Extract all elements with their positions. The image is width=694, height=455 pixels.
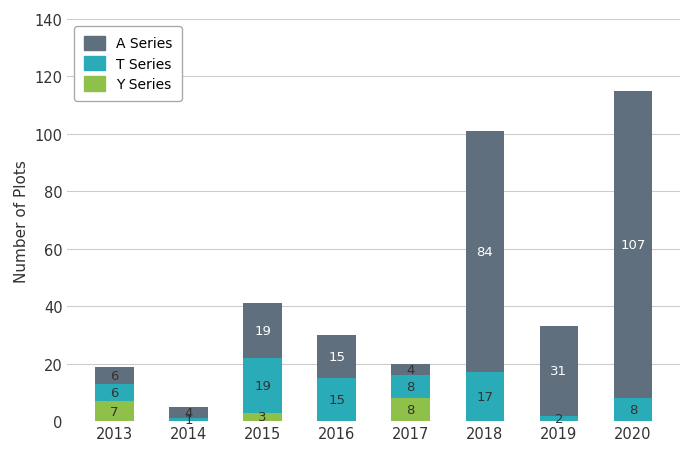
Bar	[169, 419, 208, 421]
Text: 7: 7	[110, 405, 119, 418]
Text: 4: 4	[185, 406, 193, 419]
Bar	[391, 399, 430, 421]
Bar	[317, 335, 356, 378]
Bar	[95, 401, 134, 421]
Bar	[391, 364, 430, 375]
Text: 8: 8	[407, 404, 415, 416]
Text: 6: 6	[110, 369, 119, 382]
Text: 19: 19	[254, 324, 271, 338]
Text: 84: 84	[477, 246, 493, 258]
Bar	[613, 91, 652, 399]
Text: 4: 4	[407, 363, 415, 376]
Bar	[613, 399, 652, 421]
Text: 3: 3	[258, 410, 266, 424]
Text: 1: 1	[184, 414, 193, 426]
Text: 19: 19	[254, 379, 271, 392]
Bar	[244, 358, 282, 413]
Bar	[466, 131, 504, 373]
Bar	[540, 415, 578, 421]
Bar	[95, 384, 134, 401]
Bar	[540, 327, 578, 415]
Y-axis label: Number of Plots: Number of Plots	[14, 159, 29, 282]
Bar	[169, 407, 208, 419]
Text: 15: 15	[328, 350, 345, 363]
Text: 17: 17	[476, 390, 493, 404]
Bar	[391, 375, 430, 399]
Bar	[244, 413, 282, 421]
Text: 2: 2	[555, 412, 563, 425]
Legend: A Series, T Series, Y Series: A Series, T Series, Y Series	[74, 27, 182, 101]
Text: 31: 31	[550, 364, 568, 378]
Bar	[317, 378, 356, 421]
Bar	[95, 367, 134, 384]
Text: 15: 15	[328, 393, 345, 406]
Text: 8: 8	[629, 404, 637, 416]
Text: 8: 8	[407, 380, 415, 394]
Text: 107: 107	[620, 238, 645, 252]
Bar	[466, 373, 504, 421]
Bar	[244, 304, 282, 358]
Text: 6: 6	[110, 386, 119, 399]
